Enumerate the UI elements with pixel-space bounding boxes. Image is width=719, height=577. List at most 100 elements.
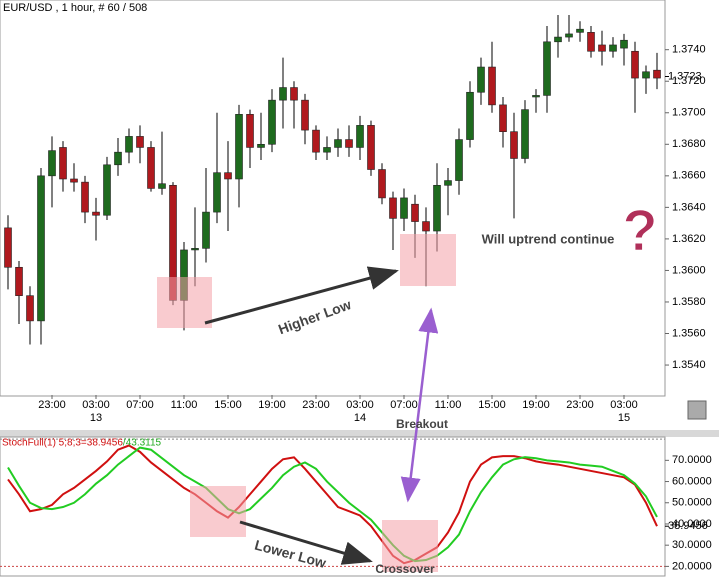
- candle-body: [48, 150, 56, 177]
- x-tick-label: 19:00: [522, 399, 550, 411]
- y-tick-label: 30.0000: [672, 539, 712, 551]
- candle-body: [246, 114, 254, 148]
- candle-body: [268, 99, 276, 145]
- candle-body: [400, 197, 408, 219]
- candle-body: [543, 41, 551, 96]
- x-tick-label: 11:00: [171, 399, 198, 411]
- y-tick-label: 60.0000: [672, 475, 712, 487]
- candle-body: [499, 104, 507, 132]
- highlight-box: [382, 520, 438, 572]
- candle-body: [444, 180, 452, 186]
- candle-body: [422, 221, 430, 232]
- x-tick-label: 15:00: [478, 399, 506, 411]
- annotation: Breakout: [396, 417, 448, 431]
- candle-body: [147, 147, 155, 189]
- y-tick-label: 1.3660: [672, 170, 706, 182]
- x-tick-label: 07:00: [126, 399, 154, 411]
- candle-body: [356, 125, 364, 148]
- candle-body: [26, 295, 34, 322]
- day-label: 14: [354, 412, 366, 424]
- arrow: [400, 307, 439, 503]
- candle-body: [389, 197, 397, 219]
- x-tick-label: 23:00: [566, 399, 594, 411]
- candle-body: [532, 95, 540, 98]
- stoch-title-suffix: /43.3115: [123, 438, 162, 449]
- candle-body: [202, 211, 210, 249]
- candle-body: [587, 32, 595, 52]
- candle-body: [554, 36, 562, 43]
- candle-body: [576, 28, 584, 33]
- highlight-box: [190, 486, 246, 537]
- candle-body: [565, 33, 573, 38]
- y-tick-label: 1.3620: [672, 233, 706, 245]
- candle-body: [598, 44, 606, 52]
- candle-body: [466, 91, 474, 140]
- candle-body: [345, 139, 353, 148]
- y-tick-label: 1.3640: [672, 201, 706, 213]
- candle-body: [521, 109, 529, 159]
- y-tick-label: 1.3560: [672, 327, 706, 339]
- x-tick-label: 15:00: [214, 399, 242, 411]
- highlight-box: [400, 234, 456, 286]
- y-tick-label: 1.3740: [672, 44, 706, 56]
- y-tick-label: 70.0000: [672, 454, 712, 466]
- x-tick-label: 11:00: [435, 399, 462, 411]
- last-price-label: 1.3723: [668, 70, 702, 82]
- candle-body: [224, 172, 232, 180]
- candle-body: [312, 129, 320, 153]
- x-tick-label: 03:00: [82, 399, 110, 411]
- candle-body: [488, 66, 496, 106]
- candle-body: [631, 50, 639, 79]
- y-tick-label: 50.0000: [672, 497, 712, 509]
- stoch-title: StochFull(1) 5;8;3=38.9456: [2, 438, 123, 449]
- stoch-pane: 20.0000 30.0000 40.0000 50.0000 60.0000 70.00…: [0, 438, 712, 572]
- candle-body: [257, 143, 265, 148]
- candle-body: [477, 66, 485, 93]
- candle-body: [59, 147, 67, 180]
- x-tick-label: 07:00: [390, 399, 418, 411]
- candle-body: [103, 164, 111, 216]
- candle-body: [367, 125, 375, 170]
- stoch-line: [7, 446, 658, 563]
- y-tick-label: 1.3680: [672, 138, 706, 150]
- candle-body: [378, 169, 386, 199]
- x-tick-label: 23:00: [38, 399, 66, 411]
- x-tick-label: 23:00: [302, 399, 330, 411]
- candle-body: [4, 227, 12, 268]
- y-tick-label: 1.3600: [672, 264, 706, 276]
- candle-body: [191, 248, 199, 251]
- y-tick-label: 1.3580: [672, 296, 706, 308]
- annotation: ?: [622, 198, 657, 263]
- candle-body: [136, 136, 144, 148]
- annotation: Crossover: [375, 562, 435, 576]
- candle-body: [213, 172, 221, 213]
- y-tick-label: 1.3700: [672, 107, 706, 119]
- candle-body: [290, 87, 298, 101]
- candle-body: [609, 44, 617, 52]
- candle-body: [301, 99, 309, 131]
- candle-body: [642, 71, 650, 79]
- candle-body: [279, 87, 287, 101]
- candle-body: [235, 114, 243, 180]
- price-frame: [0, 0, 666, 397]
- y-tick-label: 20.0000: [672, 560, 712, 572]
- candle-body: [510, 131, 518, 159]
- candle-body: [455, 139, 463, 181]
- candle-body: [81, 181, 89, 213]
- pane-separator: [0, 430, 719, 437]
- x-tick-label: 19:00: [258, 399, 286, 411]
- highlight-box: [157, 277, 212, 328]
- stoch-frame: [0, 436, 666, 577]
- arrow: [239, 520, 373, 565]
- x-tick-label: 03:00: [610, 399, 638, 411]
- last-value-label: 38.9456: [668, 520, 708, 532]
- candle-body: [114, 151, 122, 166]
- arrow: [204, 266, 399, 325]
- candle-body: [334, 139, 342, 148]
- day-label: 15: [618, 412, 630, 424]
- candle-body: [125, 136, 133, 153]
- candle-body: [15, 266, 23, 296]
- candle-body: [620, 39, 628, 49]
